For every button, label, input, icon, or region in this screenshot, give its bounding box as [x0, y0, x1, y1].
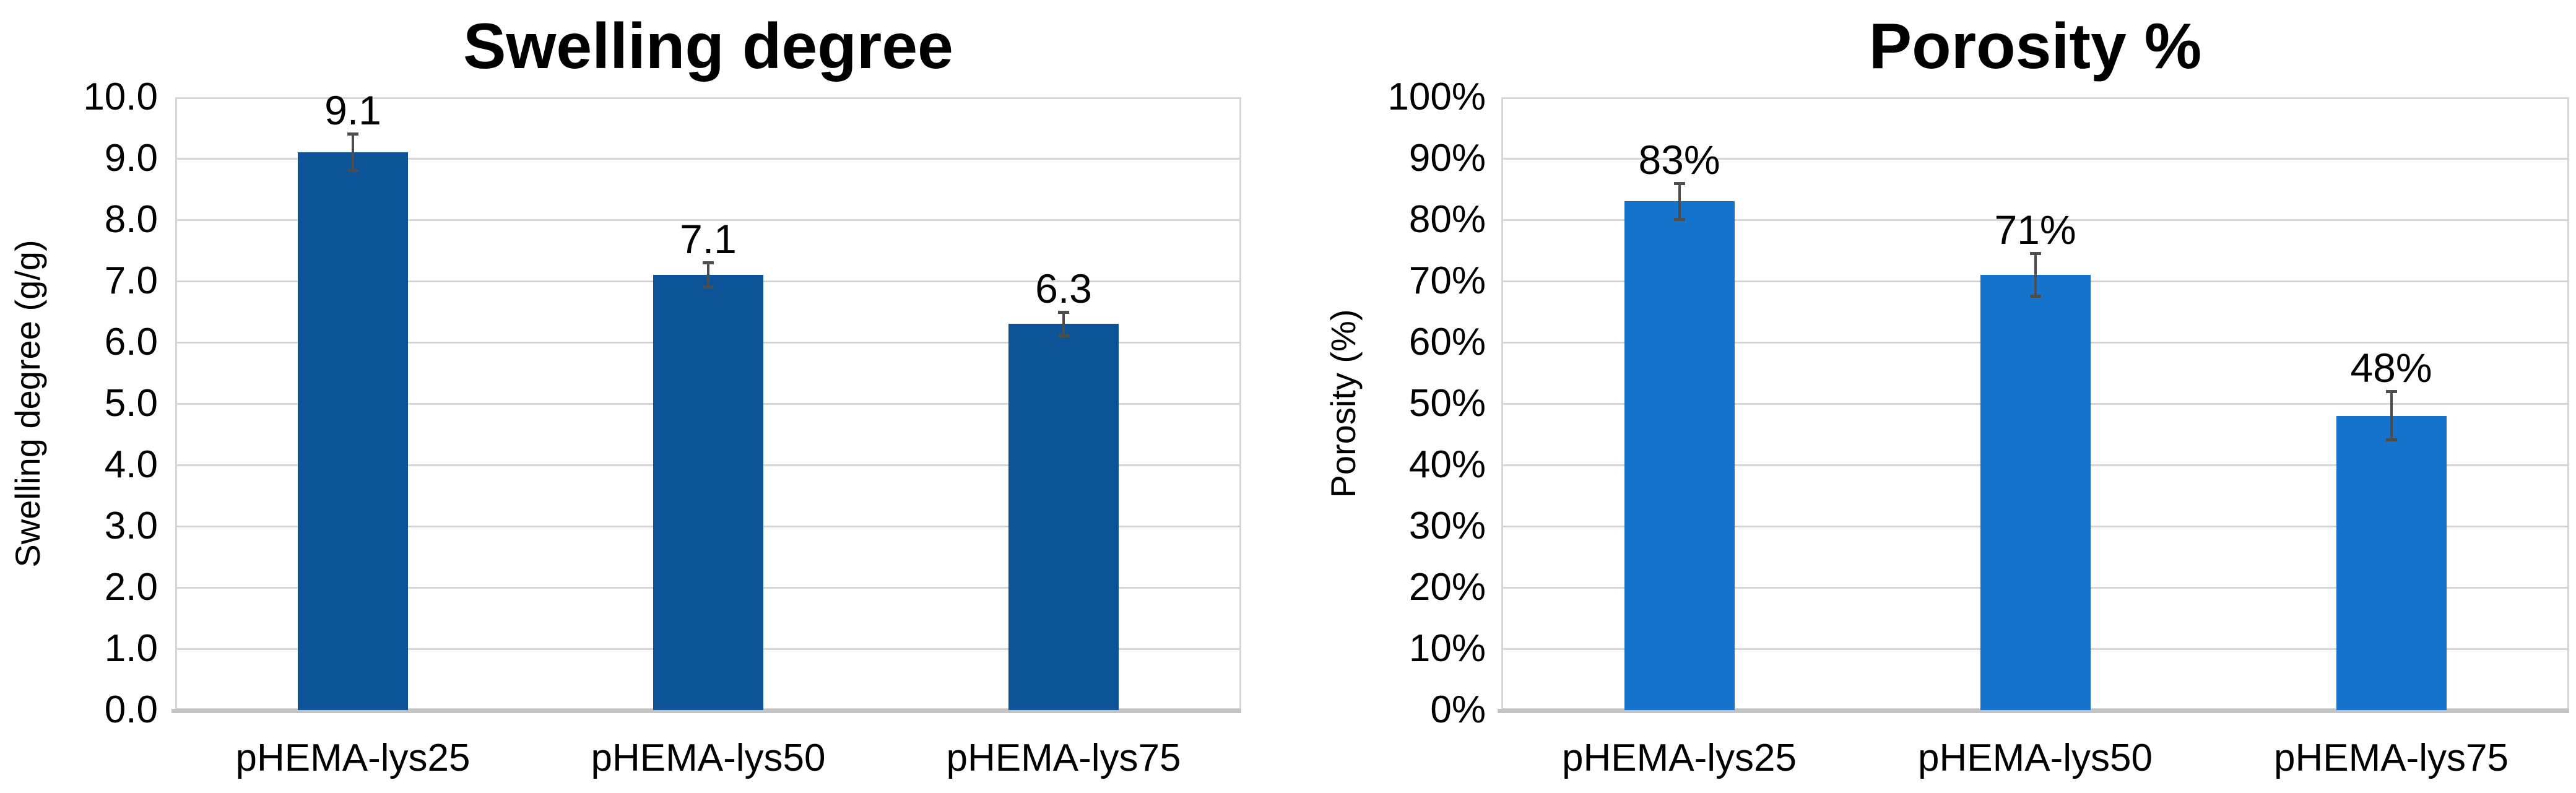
bar: [1624, 201, 1735, 710]
y-tick-label: 6.0: [104, 321, 158, 363]
y-tick-label: 30%: [1408, 505, 1486, 547]
chart-title: Porosity %: [1868, 11, 2202, 82]
x-category-label: pHEMA-lys25: [1562, 737, 1797, 779]
bar-value-label: 9.1: [324, 87, 381, 134]
bar-value-label: 83%: [1638, 136, 1720, 183]
y-tick-label: 40%: [1408, 443, 1486, 486]
gridline: [1501, 219, 2569, 221]
error-bar-top-cap: [347, 132, 358, 136]
y-tick-label: 90%: [1408, 137, 1486, 180]
y-tick-label: 0.0: [104, 688, 158, 731]
y-tick-label: 100%: [1387, 76, 1486, 118]
bar: [2336, 415, 2447, 710]
bar: [1008, 324, 1119, 710]
bar: [298, 152, 408, 710]
y-tick-label: 70%: [1408, 259, 1486, 302]
error-bar-top-cap: [1058, 310, 1069, 314]
x-category-label: pHEMA-lys50: [591, 737, 826, 779]
gridline: [175, 158, 1241, 160]
error-bar: [2390, 391, 2393, 441]
error-bar-bottom-cap: [1673, 218, 1685, 221]
error-bar: [1062, 311, 1065, 337]
error-bar: [2034, 253, 2037, 297]
error-bar-bottom-cap: [1058, 334, 1069, 338]
error-bar-top-cap: [703, 261, 714, 265]
error-bar-bottom-cap: [703, 285, 714, 288]
bar-value-label: 6.3: [1035, 265, 1092, 311]
error-bar-bottom-cap: [2385, 438, 2397, 442]
y-tick-label: 5.0: [104, 382, 158, 425]
error-bar-bottom-cap: [347, 168, 358, 172]
error-bar-top-cap: [2029, 252, 2041, 256]
bar-value-label: 7.1: [680, 216, 737, 262]
error-bar-bottom-cap: [2029, 294, 2041, 298]
y-tick-label: 10%: [1408, 627, 1486, 670]
error-bar: [352, 134, 354, 171]
bar-value-label: 71%: [1994, 207, 2076, 253]
error-bar-top-cap: [2385, 390, 2397, 394]
error-bar: [1678, 183, 1681, 220]
gridline: [1501, 158, 2569, 160]
y-tick-label: 60%: [1408, 321, 1486, 363]
y-tick-label: 2.0: [104, 566, 158, 609]
y-tick-label: 8.0: [104, 198, 158, 241]
bar: [1980, 275, 2091, 710]
x-axis-line: [171, 709, 1241, 713]
gridline: [175, 219, 1241, 221]
x-category-label: pHEMA-lys75: [2274, 737, 2509, 779]
y-tick-label: 20%: [1408, 566, 1486, 609]
x-category-label: pHEMA-lys25: [235, 737, 471, 779]
y-tick-label: 10.0: [83, 76, 158, 118]
y-tick-label: 4.0: [104, 443, 158, 486]
chart-title: Swelling degree: [463, 11, 953, 82]
bar-value-label: 48%: [2350, 345, 2432, 391]
y-tick-label: 1.0: [104, 627, 158, 670]
y-tick-label: 9.0: [104, 137, 158, 180]
y-tick-label: 3.0: [104, 505, 158, 547]
x-axis-line: [1498, 709, 2569, 713]
error-bar: [707, 262, 709, 287]
bar: [653, 275, 763, 710]
y-tick-label: 80%: [1408, 198, 1486, 241]
error-bar-top-cap: [1673, 181, 1685, 185]
y-tick-label: 0%: [1430, 688, 1486, 731]
y-tick-label: 50%: [1408, 382, 1486, 425]
x-category-label: pHEMA-lys75: [946, 737, 1181, 779]
x-category-label: pHEMA-lys50: [1918, 737, 2153, 779]
y-tick-label: 7.0: [104, 259, 158, 302]
